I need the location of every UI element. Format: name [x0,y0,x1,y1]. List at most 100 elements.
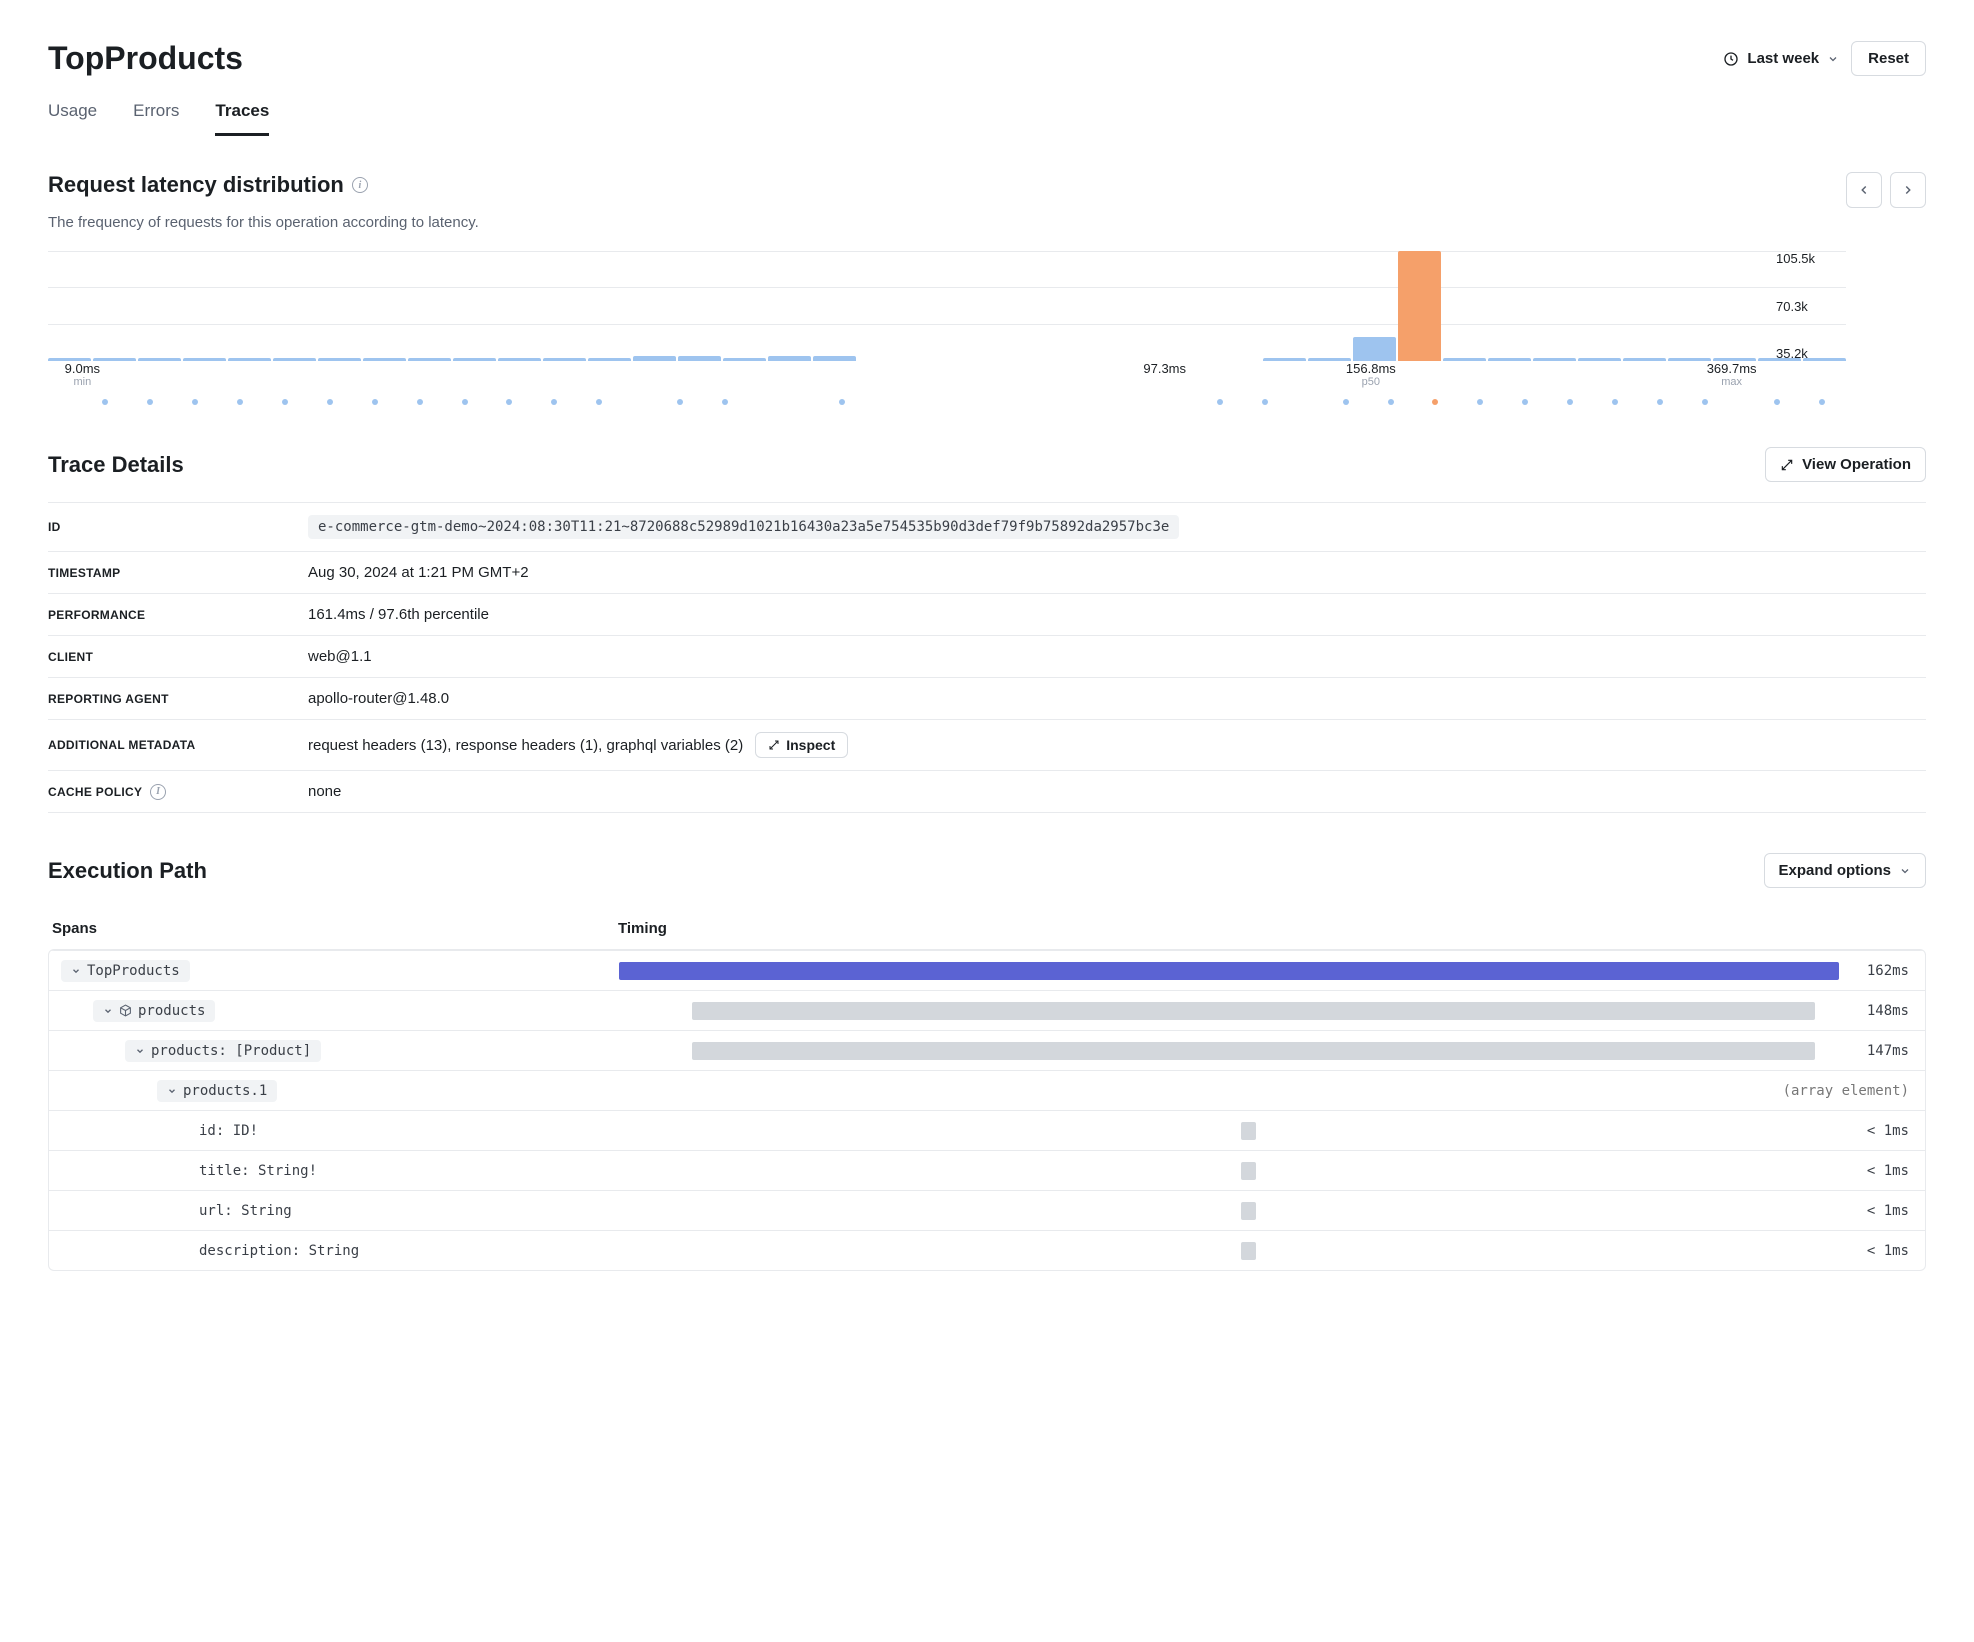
latency-section: Request latency distribution i The frequ… [48,172,1926,407]
detail-row-performance: PERFORMANCE 161.4ms / 97.6th percentile [48,594,1926,636]
span-row: title: String! < 1ms [49,1150,1925,1190]
distribution-dot[interactable] [1477,399,1483,405]
span-field-label: title: String! [189,1163,317,1179]
trace-details-title: Trace Details [48,452,184,478]
distribution-dot[interactable] [1217,399,1223,405]
span-pill[interactable]: products.1 [157,1080,277,1102]
latency-subtitle: The frequency of requests for this opera… [48,214,1926,231]
distribution-dot[interactable] [677,399,683,405]
span-row: url: String < 1ms [49,1190,1925,1230]
distribution-dot[interactable] [1657,399,1663,405]
detail-row-cache-policy: CACHE POLICY i none [48,771,1926,813]
distribution-dot[interactable] [596,399,602,405]
tab-errors[interactable]: Errors [133,101,179,136]
span-pill[interactable]: products: [Product] [125,1040,321,1062]
timing-bar [619,962,1839,980]
span-row[interactable]: TopProducts 162ms [49,950,1925,990]
timing-value: < 1ms [1853,1203,1909,1219]
detail-row-timestamp: TIMESTAMP Aug 30, 2024 at 1:21 PM GMT+2 [48,552,1926,594]
execution-path-section: Execution Path Expand options Spans Timi… [48,853,1926,1271]
distribution-dot[interactable] [1343,399,1349,405]
histogram-bar[interactable] [1398,251,1441,361]
expand-options-button[interactable]: Expand options [1764,853,1927,888]
trace-details-table: ID e-commerce-gtm-demo~2024:08:30T11:21~… [48,502,1926,813]
timing-bar [1241,1202,1256,1220]
timing-bar [1241,1162,1256,1180]
distribution-dot[interactable] [506,399,512,405]
time-range-label: Last week [1747,50,1819,67]
span-row[interactable]: products 148ms [49,990,1925,1030]
trace-id-value: e-commerce-gtm-demo~2024:08:30T11:21~872… [308,515,1179,539]
distribution-dot[interactable] [462,399,468,405]
span-pill[interactable]: products [93,1000,215,1022]
chart-nav [1846,172,1926,208]
chart-prev-button[interactable] [1846,172,1882,208]
distribution-dot[interactable] [192,399,198,405]
tabs: Usage Errors Traces [48,101,1926,136]
distribution-dot[interactable] [722,399,728,405]
distribution-dot[interactable] [372,399,378,405]
page-header: TopProducts Last week Reset [48,40,1926,77]
reset-button[interactable]: Reset [1851,41,1926,76]
distribution-dot[interactable] [551,399,557,405]
span-field-label: id: ID! [189,1123,258,1139]
x-tick-label: 369.7msmax [1707,361,1757,388]
timing-value: 162ms [1853,963,1909,979]
span-pill[interactable]: TopProducts [61,960,190,982]
span-row[interactable]: products.1 (array element) [49,1070,1925,1110]
timing-bar [692,1002,1814,1020]
distribution-dot[interactable] [147,399,153,405]
distribution-dot[interactable] [1612,399,1618,405]
span-table-header: Spans Timing [48,908,1926,949]
x-tick-label: 9.0msmin [65,361,100,388]
info-icon[interactable]: i [352,177,368,193]
span-row: description: String < 1ms [49,1230,1925,1270]
distribution-dot[interactable] [1567,399,1573,405]
histogram-bar[interactable] [1803,358,1846,361]
timing-bar [692,1042,1814,1060]
distribution-dot[interactable] [1522,399,1528,405]
timing-value: < 1ms [1853,1123,1909,1139]
span-row: id: ID! < 1ms [49,1110,1925,1150]
chevron-down-icon [1827,53,1839,65]
time-range-selector[interactable]: Last week [1723,50,1839,67]
timing-bar [1241,1242,1256,1260]
timing-value: 147ms [1853,1043,1909,1059]
distribution-dot[interactable] [327,399,333,405]
tab-usage[interactable]: Usage [48,101,97,136]
distribution-dot[interactable] [839,399,845,405]
distribution-dot[interactable] [1702,399,1708,405]
distribution-dot[interactable] [237,399,243,405]
timing-bar [1241,1122,1256,1140]
span-field-label: description: String [189,1243,359,1259]
info-icon[interactable]: i [150,784,166,800]
latency-chart: 105.5k70.3k35.2k 9.0msmin97.3ms156.8msp5… [48,251,1926,407]
distribution-dot[interactable] [1819,399,1825,405]
header-controls: Last week Reset [1723,41,1926,76]
x-tick-label: 156.8msp50 [1346,361,1396,388]
x-tick-label: 97.3ms [1143,361,1186,376]
distribution-dot[interactable] [102,399,108,405]
span-row[interactable]: products: [Product] 147ms [49,1030,1925,1070]
span-table: TopProducts 162ms products 148ms products: [… [48,949,1926,1271]
latency-title: Request latency distribution i [48,172,368,198]
chart-next-button[interactable] [1890,172,1926,208]
inspect-button[interactable]: Inspect [755,732,848,758]
timing-value: < 1ms [1853,1243,1909,1259]
page-title: TopProducts [48,40,243,77]
timing-value: < 1ms [1853,1163,1909,1179]
view-operation-button[interactable]: View Operation [1765,447,1926,482]
distribution-dot[interactable] [282,399,288,405]
trace-details-section: Trace Details View Operation ID e-commer… [48,447,1926,813]
distribution-dot[interactable] [1262,399,1268,405]
span-right-text: (array element) [1783,1083,1925,1099]
distribution-dot[interactable] [1774,399,1780,405]
tab-traces[interactable]: Traces [215,101,269,136]
distribution-dot[interactable] [417,399,423,405]
histogram-bar[interactable] [1353,337,1396,361]
distribution-dot[interactable] [1388,399,1394,405]
detail-row-additional-metadata: ADDITIONAL METADATA request headers (13)… [48,720,1926,771]
distribution-dot[interactable] [1432,399,1438,405]
timing-value: 148ms [1853,1003,1909,1019]
span-field-label: url: String [189,1203,292,1219]
